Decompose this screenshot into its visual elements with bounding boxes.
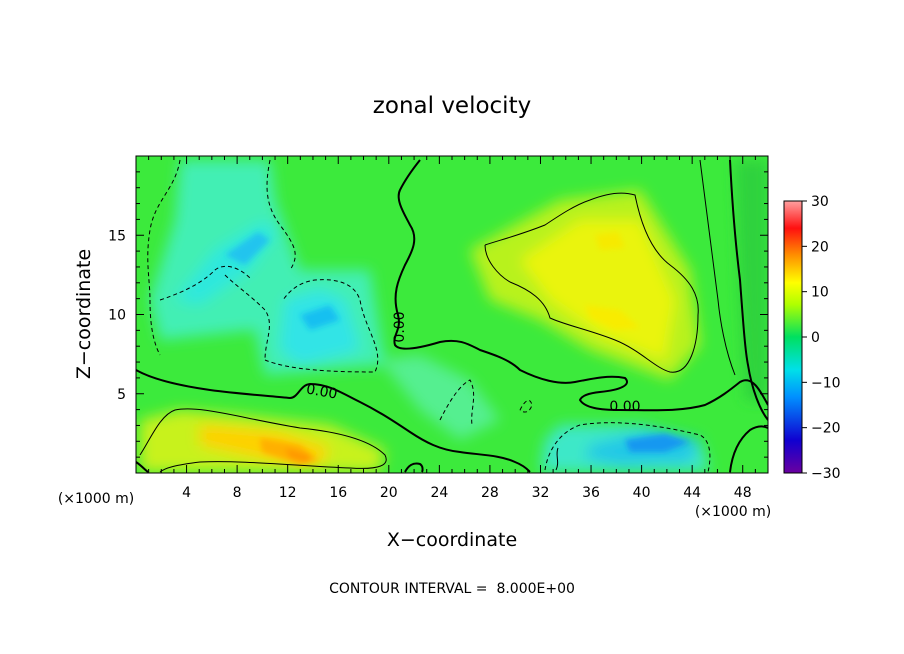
- negative-contours: [147, 159, 711, 473]
- x-axis-label: X−coordinate: [387, 529, 517, 551]
- colorbar-ticks: 30 20 10 0 −10 −20 −30: [802, 194, 841, 482]
- x-tick-label: 4: [182, 485, 191, 501]
- contour-interval-note: CONTOUR INTERVAL = 8.000E+00: [329, 581, 575, 597]
- x-tick-label: 48: [734, 485, 752, 501]
- colorbar-tick-label: −20: [811, 421, 841, 437]
- x-unit-right: (×1000 m): [695, 504, 771, 520]
- deep-blue-spot: [625, 434, 690, 452]
- x-tick-label: 24: [430, 485, 448, 501]
- x-axis: 4 8 12 16 20 24 28 32 36 40 44 48: [148, 156, 756, 501]
- x-tick-label: 8: [233, 485, 242, 501]
- x-tick-label: 12: [279, 485, 297, 501]
- x-tick-label: 16: [329, 485, 347, 501]
- contour-label: 0.00: [305, 381, 338, 402]
- yellow-spot-1: [585, 305, 640, 330]
- orange-spot-2: [285, 448, 310, 463]
- deep-cyan-spot-2: [300, 305, 340, 330]
- y-tick-label: 15: [108, 228, 126, 244]
- contour-labels: 0.00 0.00 0.00: [305, 311, 641, 415]
- y-axis-label: Z−coordinate: [73, 249, 95, 379]
- x-tick-label: 36: [582, 485, 600, 501]
- zero-contours: [136, 159, 768, 473]
- colorbar-tick-label: 20: [811, 239, 829, 255]
- y-tick-label: 5: [117, 387, 126, 403]
- colorbar: [783, 200, 803, 474]
- colorbar-tick-label: −30: [811, 466, 841, 482]
- positive-contours: [139, 159, 736, 473]
- colorbar-tick-label: 0: [811, 330, 820, 346]
- x-tick-label: 28: [481, 485, 499, 501]
- colorbar-tick-label: −10: [811, 375, 841, 391]
- y-axis: 5 10 15: [108, 171, 768, 458]
- x-tick-label: 44: [683, 485, 701, 501]
- deep-cyan-spot-1: [225, 232, 270, 265]
- y-tick-label: 10: [108, 308, 126, 324]
- colorbar-tick-label: 10: [811, 285, 829, 301]
- contour-label: 0.00: [392, 311, 408, 342]
- yellow-spot-2: [595, 232, 625, 250]
- right-edge-band: [735, 160, 768, 400]
- velocity-field: [136, 156, 768, 473]
- contour-label: 0.00: [609, 399, 640, 415]
- x-tick-label: 20: [380, 485, 398, 501]
- chart-title: zonal velocity: [373, 93, 531, 119]
- x-unit-left: (×1000 m): [58, 491, 134, 507]
- negative-core-center: [280, 290, 360, 365]
- x-tick-label: 32: [532, 485, 550, 501]
- x-tick-label: 40: [633, 485, 651, 501]
- colorbar-tick-label: 30: [811, 194, 829, 210]
- negative-tongue: [380, 355, 500, 440]
